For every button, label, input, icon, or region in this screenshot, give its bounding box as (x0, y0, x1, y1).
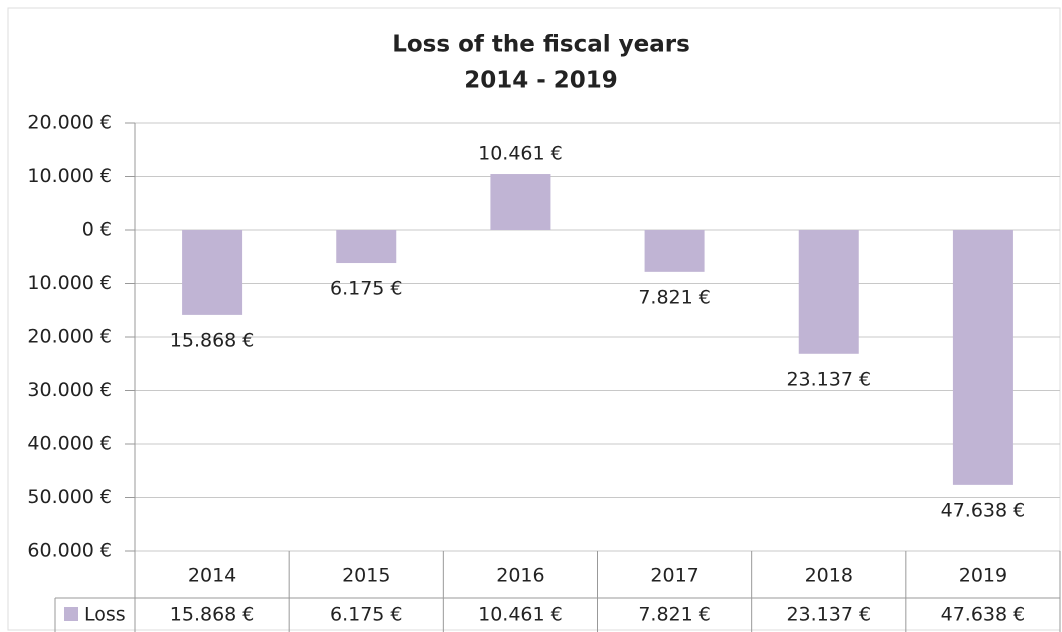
data-label: 15.868 € (170, 329, 255, 351)
data-label: 47.638 € (941, 499, 1026, 521)
chart-frame (7, 7, 1061, 631)
bar (182, 230, 243, 315)
legend-label: Loss (84, 604, 126, 626)
data-label: 6.175 € (330, 278, 403, 300)
y-tick-label: 10.000 € (27, 272, 112, 294)
x-tick-label: 2014 (188, 565, 236, 587)
y-tick-label: 10.000 € (27, 165, 112, 187)
y-tick-label: 30.000 € (27, 379, 112, 401)
table-value: 15.868 € (170, 604, 255, 626)
bar (644, 230, 705, 272)
data-label: 7.821 € (638, 286, 711, 308)
bar (336, 230, 397, 264)
bar (952, 230, 1013, 485)
x-tick-label: 2018 (805, 565, 853, 587)
table-value: 47.638 € (941, 604, 1026, 626)
data-label: 23.137 € (786, 368, 871, 390)
y-tick-label: 20.000 € (27, 326, 112, 348)
y-tick-label: 60.000 € (27, 540, 112, 562)
legend-swatch (64, 607, 78, 621)
bar (490, 174, 551, 230)
y-tick-label: 40.000 € (27, 433, 112, 455)
table-value: 7.821 € (638, 604, 711, 626)
chart-subtitle: 2014 - 2019 (464, 68, 618, 94)
table-value: 6.175 € (330, 604, 403, 626)
y-tick-label: 50.000 € (27, 486, 112, 508)
x-tick-label: 2019 (959, 565, 1007, 587)
x-tick-label: 2015 (342, 565, 390, 587)
table-value: 23.137 € (786, 604, 871, 626)
y-tick-label: 0 € (82, 219, 112, 241)
x-tick-label: 2016 (496, 565, 544, 587)
table-value: 10.461 € (478, 604, 563, 626)
bar (798, 230, 859, 354)
chart-title: Loss of the fiscal years (392, 32, 690, 58)
data-label: 10.461 € (478, 143, 563, 165)
x-tick-label: 2017 (650, 565, 698, 587)
y-tick-label: 20.000 € (27, 112, 112, 134)
